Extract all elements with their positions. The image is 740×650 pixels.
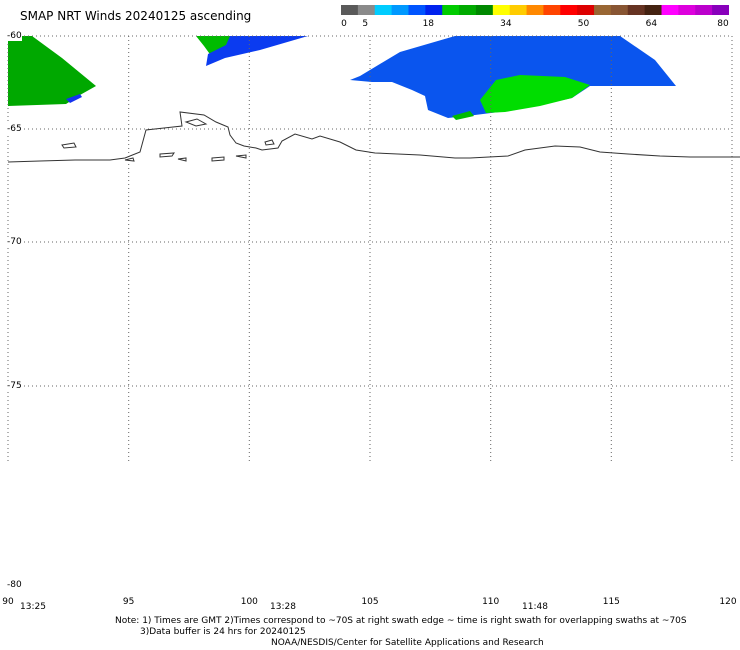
swath-mid-blue — [206, 36, 308, 66]
latitude-label: -80 — [7, 580, 22, 590]
colorbar-tick-label: 50 — [577, 19, 590, 29]
longitude-label: 105 — [361, 597, 379, 607]
colorbar-segment — [526, 5, 544, 15]
wind-speed-colorbar — [341, 5, 729, 15]
colorbar-segment — [610, 5, 629, 15]
colorbar-tick-label: 80 — [717, 19, 729, 29]
swath-time-label: 13:28 — [270, 602, 296, 612]
wind-swaths — [8, 36, 676, 120]
colorbar-segment — [661, 5, 679, 15]
longitude-label: 110 — [482, 597, 500, 607]
note-line-1: Note: 1) Times are GMT 2)Times correspon… — [115, 616, 687, 626]
colorbar-segment — [712, 5, 729, 15]
swath-left-blue — [66, 94, 82, 103]
latitude-label: -60 — [7, 31, 22, 41]
note-line-2: 3)Data buffer is 24 hrs for 20240125 — [140, 627, 306, 637]
colorbar-segment — [560, 5, 578, 15]
colorbar-segment — [492, 5, 511, 15]
longitude-label: 90 — [2, 597, 14, 607]
colorbar-tick-label: 5 — [362, 19, 369, 29]
swath-right-green-tip — [452, 111, 474, 120]
colorbar-tick-label: 0 — [341, 19, 347, 29]
colorbar-segment — [357, 5, 376, 15]
colorbar-segment — [408, 5, 426, 15]
swath-right-green — [480, 75, 590, 113]
colorbar-segment — [391, 5, 409, 15]
note-line-3: NOAA/NESDIS/Center for Satellite Applica… — [271, 638, 544, 648]
colorbar-segment — [509, 5, 528, 15]
swath-left-green — [8, 36, 96, 106]
latitude-label: -75 — [7, 381, 22, 391]
longitude-label: 95 — [122, 597, 135, 607]
latitude-label: -65 — [7, 124, 22, 134]
longitude-label: 120 — [719, 597, 737, 607]
colorbar-segment — [577, 5, 595, 15]
colorbar-segment — [475, 5, 494, 15]
map-title: SMAP NRT Winds 20240125 ascending — [20, 9, 252, 23]
map-grid — [7, 35, 733, 464]
swath-time-label: 11:48 — [522, 602, 548, 612]
colorbar-segment — [442, 5, 460, 15]
colorbar-tick-label: 18 — [422, 19, 435, 29]
colorbar-tick-label: 64 — [645, 19, 658, 29]
latitude-label: -70 — [7, 237, 22, 247]
colorbar-segment — [627, 5, 646, 15]
colorbar-segment — [678, 5, 696, 15]
colorbar-segment — [341, 5, 359, 15]
colorbar-segment — [459, 5, 477, 15]
colorbar-segment — [425, 5, 443, 15]
colorbar-segment — [543, 5, 561, 15]
antarctic-coastline — [7, 111, 740, 163]
colorbar-segment — [374, 5, 393, 15]
longitude-label: 100 — [240, 597, 258, 607]
colorbar-segment — [695, 5, 713, 15]
colorbar-segment — [594, 5, 612, 15]
colorbar-tick-label: 34 — [500, 19, 512, 29]
longitude-label: 115 — [602, 597, 620, 607]
colorbar-segment — [644, 5, 663, 15]
swath-time-label: 13:25 — [20, 602, 46, 612]
